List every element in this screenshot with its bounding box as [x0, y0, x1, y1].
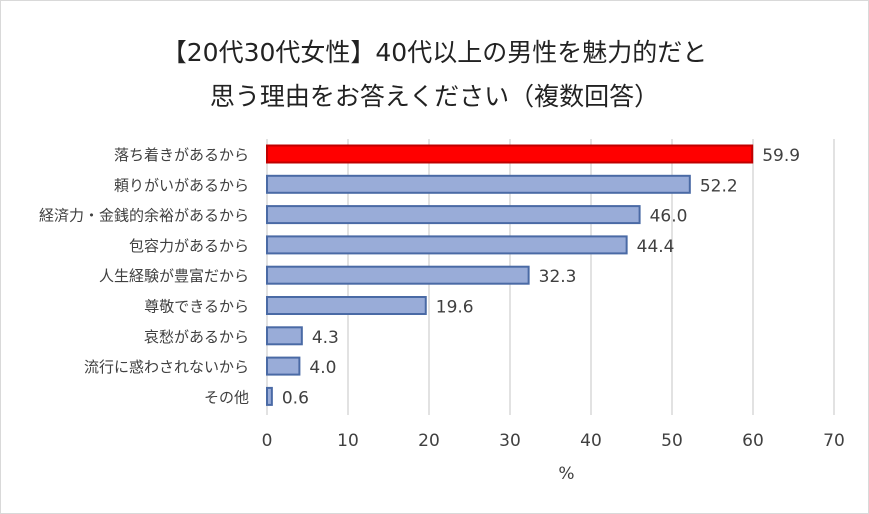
data-label: 0.6: [282, 388, 309, 408]
x-tick-label: 10: [337, 431, 359, 451]
data-label: 59.9: [762, 146, 800, 166]
category-label: 人生経験が豊富だから: [99, 267, 249, 285]
bar: [266, 144, 754, 164]
x-tick-label: 60: [742, 431, 764, 451]
data-label: 4.3: [312, 328, 339, 348]
data-label: 44.4: [637, 237, 675, 257]
bar: [266, 296, 427, 315]
category-label: 尊敬できるから: [144, 298, 249, 316]
x-tick-label: 50: [661, 431, 683, 451]
x-tick-label: 70: [823, 431, 845, 451]
bar: [266, 326, 303, 346]
bar: [266, 205, 641, 225]
x-axis-label: %: [558, 464, 574, 484]
x-tick-label: 0: [262, 431, 273, 451]
category-label: その他: [204, 388, 249, 406]
x-tick-label: 30: [499, 431, 521, 451]
data-label: 19.6: [436, 298, 474, 318]
x-tick-label: 20: [418, 431, 440, 451]
category-label: 経済力・金銭的余裕があるから: [39, 207, 249, 225]
bar: [266, 235, 628, 255]
chart-title-line2: 思う理由をお答えください（複数回答）: [209, 82, 660, 111]
bar: [266, 356, 301, 376]
data-label: 52.2: [700, 176, 738, 196]
category-label: 包容力があるから: [129, 237, 249, 255]
bar: [266, 174, 691, 194]
data-label: 4.0: [309, 358, 336, 378]
bar: [266, 386, 273, 406]
category-label: 哀愁があるから: [144, 328, 249, 346]
data-label: 46.0: [650, 207, 688, 227]
x-tick-label: 40: [580, 431, 602, 451]
category-label: 落ち着きがあるから: [114, 146, 249, 164]
chart-title-line1: 【20代30代女性】40代以上の男性を魅力的だと: [161, 38, 708, 67]
bar: [266, 265, 530, 285]
category-label: 流行に惑わされないから: [84, 358, 249, 376]
category-label: 頼りがいがあるから: [114, 176, 249, 194]
data-label: 32.3: [539, 267, 577, 287]
